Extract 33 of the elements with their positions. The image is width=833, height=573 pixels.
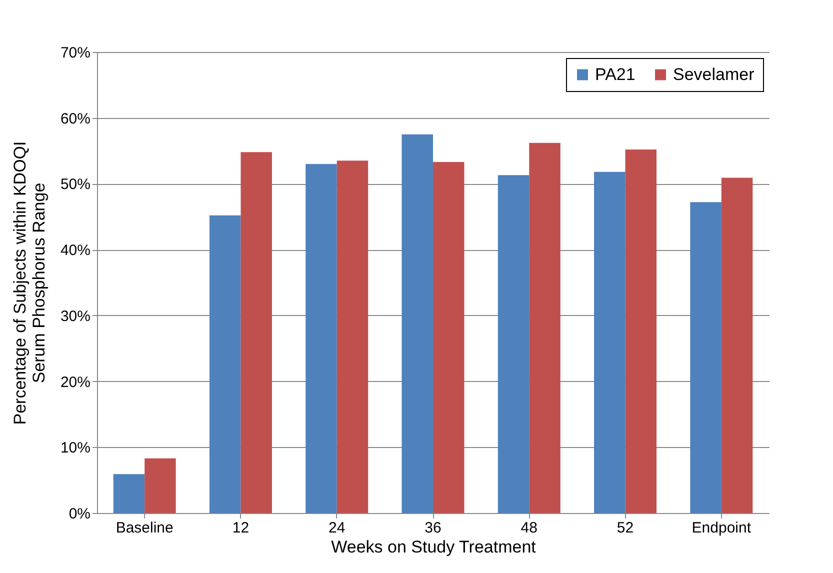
- bar: [498, 175, 530, 513]
- bar: [594, 172, 626, 513]
- bar: [144, 458, 176, 513]
- x-tick-label: 48: [520, 520, 538, 536]
- x-tick-label: 24: [328, 520, 346, 536]
- bar: [209, 215, 241, 513]
- y-tick-label: 0%: [68, 506, 90, 522]
- bar: [306, 164, 337, 513]
- y-tick-label: 20%: [60, 374, 90, 391]
- legend-label: PA21: [595, 64, 636, 84]
- y-tick-label: 30%: [60, 308, 90, 325]
- x-tick-label: 52: [616, 520, 634, 536]
- y-tick-label: 60%: [60, 110, 90, 128]
- bar: [240, 152, 272, 513]
- bar: [721, 178, 753, 513]
- y-axis-title: Percentage of Subjects within KDOQI Serum Phosphorus Range: [10, 141, 48, 425]
- bar: [690, 202, 722, 513]
- bar: [625, 149, 657, 513]
- x-axis-title: Weeks on Study Treatment: [331, 538, 536, 556]
- x-tick-label: 12: [232, 520, 250, 536]
- x-tick-label: Baseline: [116, 520, 174, 536]
- bar: [433, 162, 464, 513]
- bar: [336, 160, 368, 513]
- y-tick-label: 40%: [60, 242, 90, 260]
- bar: [529, 142, 560, 513]
- bar: [402, 134, 433, 513]
- bar: [113, 474, 145, 513]
- x-tick-label: Endpoint: [692, 520, 752, 536]
- legend-label: Sevelamer: [673, 64, 755, 84]
- x-tick-label: 36: [424, 520, 442, 536]
- y-tick-label: 50%: [60, 176, 90, 194]
- y-tick-label: 70%: [60, 44, 90, 62]
- y-tick-label: 10%: [60, 440, 90, 457]
